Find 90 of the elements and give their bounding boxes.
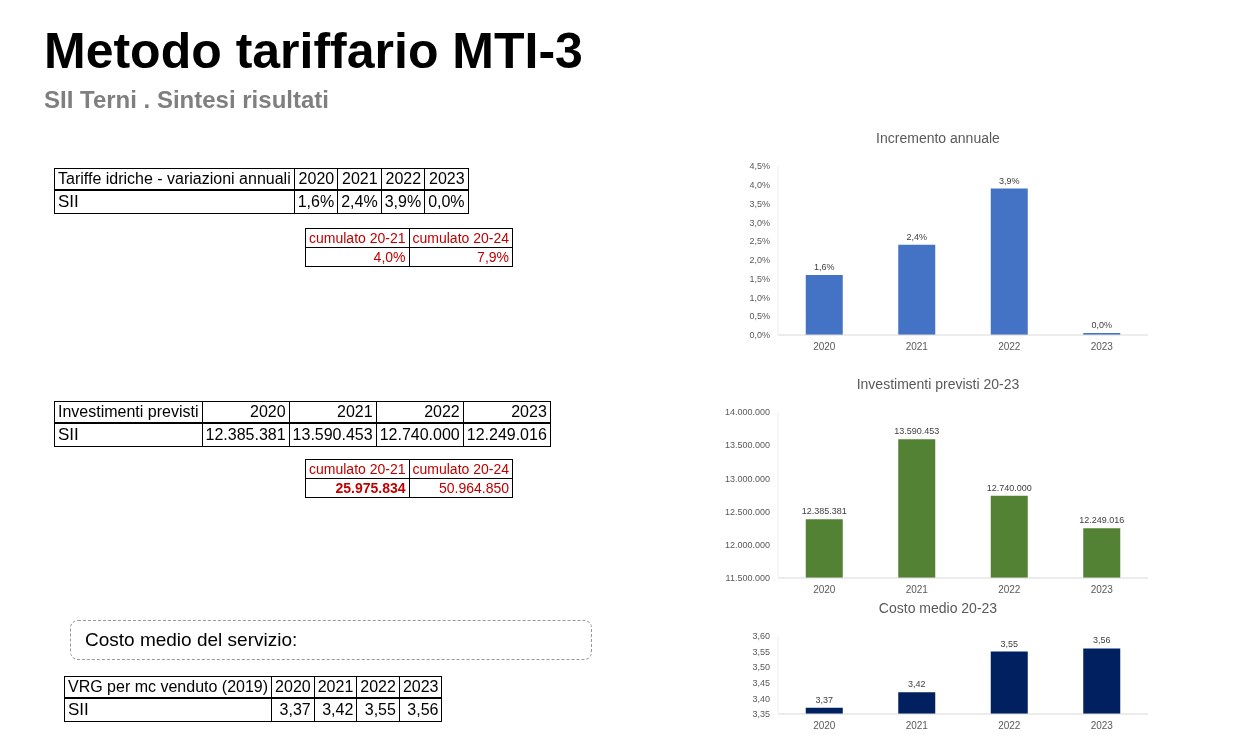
x-tick-label: 2021 <box>905 720 929 732</box>
y-tick-label: 3,40 <box>752 693 770 704</box>
data-label: 12.740.000 <box>986 482 1032 493</box>
y-tick-label: 0,0% <box>749 330 770 341</box>
category-label: 2022 <box>424 403 460 420</box>
category-label: 2020 <box>249 403 286 420</box>
text: 25.975.834 <box>305 478 410 498</box>
text: SII Terni . Sintesi risultati <box>44 86 330 114</box>
chart-title: Incremento annuale <box>875 130 1001 148</box>
x-tick-label: 2023 <box>1090 341 1114 353</box>
data-label: 12.385.381 <box>801 506 847 517</box>
text: cumulato 20-24 <box>409 459 513 479</box>
text: 2,4% <box>341 193 378 210</box>
x-tick-label: 2022 <box>998 341 1021 353</box>
chart-title: Costo medio 20-23 <box>877 600 999 618</box>
data-label: 3,37 <box>815 694 834 705</box>
data-label: 3,55 <box>1000 638 1019 649</box>
text: 12.249.016 <box>466 426 547 443</box>
y-tick-label: 1,5% <box>749 273 770 284</box>
x-tick-label: 2020 <box>813 341 836 353</box>
category-label: 2021 <box>342 170 378 187</box>
category-label: 2021 <box>337 403 373 420</box>
y-tick-label: 12.000.000 <box>724 539 770 550</box>
x-tick-label: 2022 <box>998 720 1021 732</box>
y-tick-label: 3,55 <box>752 646 770 657</box>
text: 3,42 <box>322 701 354 718</box>
text: 4,0% <box>305 247 410 267</box>
text: 3,56 <box>407 701 439 718</box>
y-tick-label: 1,0% <box>749 292 770 303</box>
text: Metodo tariffario MTI-3 <box>44 22 584 80</box>
y-tick-label: 12.500.000 <box>724 506 770 517</box>
y-tick-label: 13.000.000 <box>724 473 770 484</box>
data-label: 3,56 <box>1092 635 1111 646</box>
text: VRG per mc venduto (2019) <box>64 676 272 698</box>
y-tick-label: 3,35 <box>752 709 770 720</box>
y-tick-label: 3,60 <box>752 631 770 642</box>
y-tick-label: 14.000.000 <box>724 407 770 418</box>
text: Investimenti previsti <box>54 401 202 423</box>
y-tick-label: 13.500.000 <box>724 440 770 451</box>
x-tick-label: 2020 <box>813 584 836 596</box>
chart-title: Investimenti previsti 20-23 <box>855 376 1021 394</box>
data-label: 13.590.453 <box>894 426 940 437</box>
x-tick-label: 2022 <box>998 584 1021 596</box>
text: SII <box>64 698 272 722</box>
text: SII <box>54 423 202 447</box>
text: cumulato 20-21 <box>305 459 410 479</box>
text: cumulato 20-24 <box>409 228 513 248</box>
category-label: 2020 <box>275 678 311 695</box>
text: 1,6% <box>297 193 335 210</box>
text: 3,55 <box>364 701 396 718</box>
y-tick-label: 0,5% <box>749 311 770 322</box>
y-tick-label: 3,0% <box>749 217 770 228</box>
data-label: 0,0% <box>1091 320 1113 330</box>
text: 3,9% <box>384 193 422 210</box>
y-tick-label: 4,5% <box>749 161 770 172</box>
x-tick-label: 2021 <box>905 584 929 596</box>
text: cumulato 20-21 <box>305 228 410 248</box>
text: Costo medio del servizio: <box>70 620 592 660</box>
y-tick-label: 4,0% <box>749 179 770 190</box>
text: 50.964.850 <box>409 478 513 498</box>
data-label: 1,6% <box>813 261 835 272</box>
category-label: 2020 <box>298 170 335 187</box>
data-label: 12.249.016 <box>1079 515 1125 526</box>
y-tick-label: 3,50 <box>752 662 770 673</box>
category-label: 2023 <box>511 403 547 420</box>
y-tick-label: 2,5% <box>749 236 770 247</box>
x-tick-label: 2021 <box>905 341 929 353</box>
category-label: 2022 <box>360 678 396 695</box>
y-tick-label: 11.500.000 <box>725 573 770 584</box>
data-label: 2,4% <box>906 231 928 242</box>
category-label: 2023 <box>402 678 439 695</box>
x-tick-label: 2020 <box>813 720 836 732</box>
text: 3,37 <box>279 701 311 718</box>
x-tick-label: 2023 <box>1090 584 1114 596</box>
text: 7,9% <box>409 247 513 267</box>
text: 0,0% <box>428 193 465 210</box>
text: Tariffe idriche - variazioni annuali <box>54 168 295 190</box>
data-label: 3,42 <box>907 679 926 690</box>
category-label: 2022 <box>385 170 422 187</box>
category-label: 2023 <box>429 170 465 187</box>
y-tick-label: 3,5% <box>749 198 770 209</box>
text: 13.590.453 <box>292 426 373 443</box>
x-tick-label: 2023 <box>1090 720 1114 732</box>
data-label: 3,9% <box>998 175 1020 186</box>
y-tick-label: 2,0% <box>749 255 770 266</box>
text: 12.385.381 <box>205 426 286 443</box>
category-label: 2021 <box>317 678 354 695</box>
y-tick-label: 3,45 <box>752 677 770 688</box>
text: SII <box>54 190 295 214</box>
text: 12.740.000 <box>379 426 460 443</box>
